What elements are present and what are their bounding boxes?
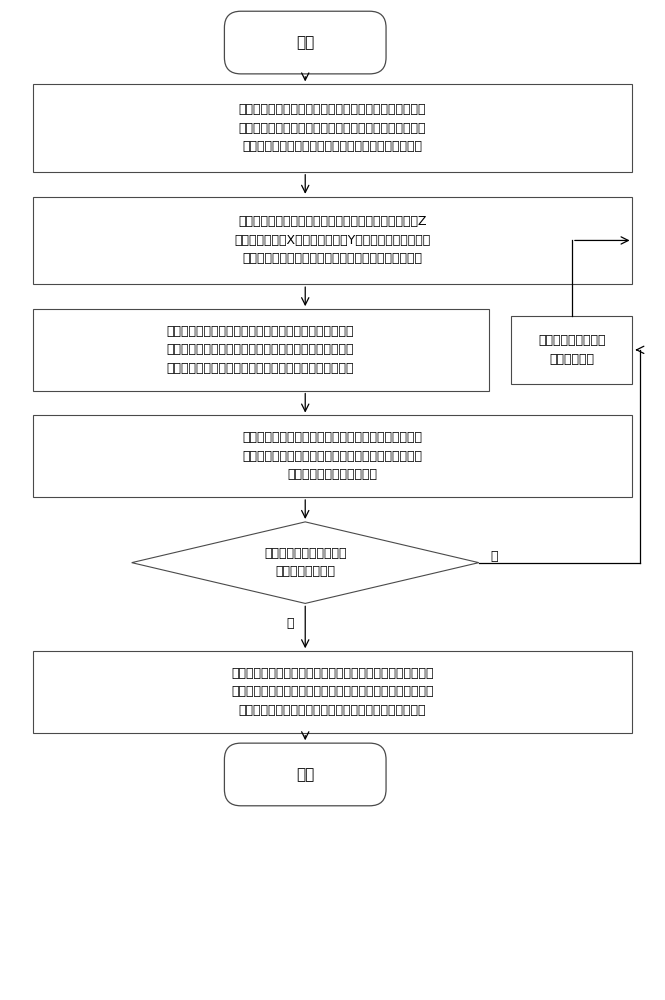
Text: 针对上述四种位姿的测量数据，构造含对称性、传递性的
测量系统误差方程，结合自标定原理，解出系统误差，完
成局部区域内精密三维工作台测量系统误差的在位自标定: 针对上述四种位姿的测量数据，构造含对称性、传递性的 测量系统误差方程，结合自标定… xyxy=(167,325,354,375)
Bar xyxy=(33,197,632,284)
Text: 否: 否 xyxy=(491,550,498,563)
Text: 根据三维自标定原理，分别在光学玻璃块起始位姿，绕Z
轴旋转位姿，绕X轴旋转位姿和沿Y轴平移位姿下，利用位
置传感器读取相应位姿下每个刻线交点对应位置的坐标: 根据三维自标定原理，分别在光学玻璃块起始位姿，绕Z 轴旋转位姿，绕X轴旋转位姿和… xyxy=(234,215,431,265)
Text: 是否获得所有局部坐标系
的标定坐标系网格: 是否获得所有局部坐标系 的标定坐标系网格 xyxy=(264,547,346,578)
Text: 结束: 结束 xyxy=(296,767,315,782)
Text: 按照一定的顺序，利用空间坐标系变换原理，分别对相邻两区
域的标定坐标系进行坐标系转换，获得整个区域内统一的标定
坐标系，从而完成三维大行程精密工作台测量系统自标: 按照一定的顺序，利用空间坐标系变换原理，分别对相邻两区 域的标定坐标系进行坐标系… xyxy=(231,667,434,717)
Bar xyxy=(511,316,632,384)
Text: 寻找与已标定区域相
邻的下一区域: 寻找与已标定区域相 邻的下一区域 xyxy=(538,334,606,366)
FancyBboxPatch shape xyxy=(224,11,386,74)
Text: 是: 是 xyxy=(287,617,294,630)
FancyBboxPatch shape xyxy=(224,743,386,806)
Bar xyxy=(33,309,489,391)
Bar xyxy=(33,415,632,497)
Polygon shape xyxy=(132,522,479,603)
Bar xyxy=(33,84,632,172)
Text: 选取大行程三维工作台运动行程内某个区域，作为首个被
标定局部区域；利用带均匀栅格刻线的立方体玻璃块做辅
助测量装置，将其固定于三维工作台上，作为起始位姿: 选取大行程三维工作台运动行程内某个区域，作为首个被 标定局部区域；利用带均匀栅格… xyxy=(239,103,426,153)
Text: 利用获得的系统误差，对相应区域做系统误差补偿，获
得标定坐标系的离散点坐标；针对该离散点坐标进行线
性拟合得到标定坐标系网格: 利用获得的系统误差，对相应区域做系统误差补偿，获 得标定坐标系的离散点坐标；针对… xyxy=(243,431,422,481)
Text: 开始: 开始 xyxy=(296,35,315,50)
Bar xyxy=(33,651,632,733)
